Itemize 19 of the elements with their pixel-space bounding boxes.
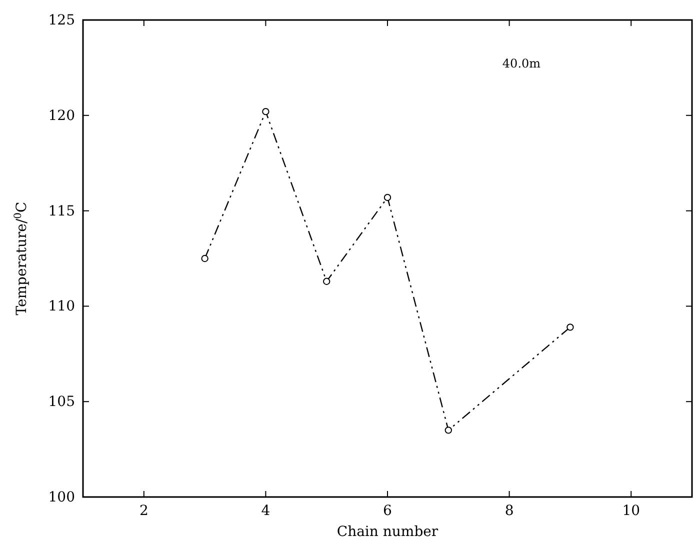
y-tick-label: 100	[48, 489, 75, 506]
y-tick-label: 120	[48, 108, 75, 124]
x-tick-label: 8	[504, 502, 514, 519]
y-tick-label: 110	[48, 298, 75, 315]
y-tick-label: 125	[48, 12, 75, 28]
x-tick-label: 2	[139, 502, 148, 519]
point	[262, 108, 270, 116]
x-tick-label: 10	[622, 502, 640, 519]
x-tick-label: 6	[383, 502, 392, 519]
y-tick-label: 115	[48, 203, 75, 220]
y-tick-label: 105	[48, 394, 75, 410]
annotation: 40.0m	[502, 56, 542, 71]
point	[201, 254, 208, 262]
point	[566, 324, 574, 331]
point	[384, 194, 392, 202]
point	[444, 426, 452, 434]
x-axis-title: Chain number	[336, 524, 438, 540]
point	[323, 278, 330, 285]
x-tick-label: 4	[261, 502, 270, 519]
